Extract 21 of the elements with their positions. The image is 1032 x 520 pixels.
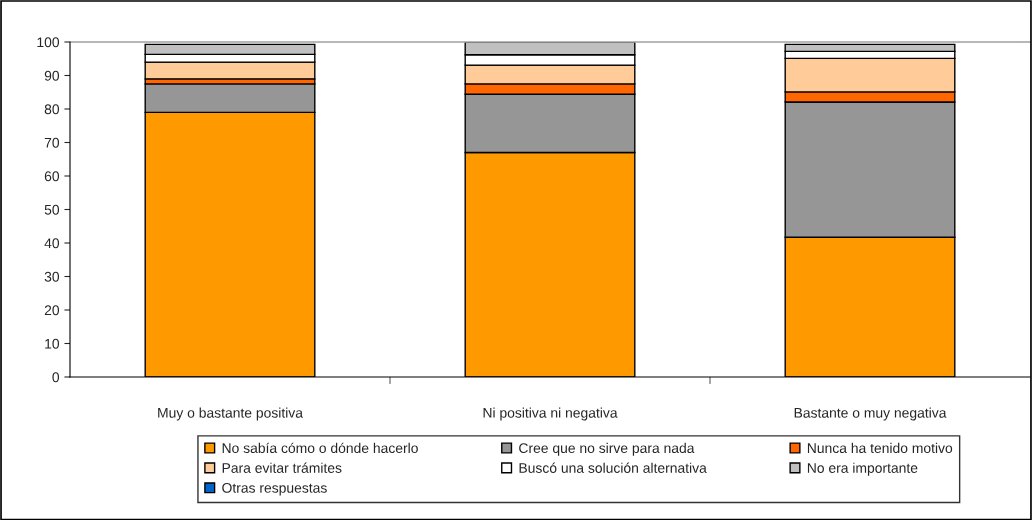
x-tick-label: Muy o bastante positiva bbox=[158, 407, 303, 421]
y-tick-label: 60 bbox=[44, 171, 60, 182]
y-tick-label: 70 bbox=[44, 137, 60, 148]
y-tick-label: 50 bbox=[44, 204, 60, 215]
y-tick-label: 80 bbox=[44, 104, 60, 115]
legend-label: No sabía cómo o dónde hacerlo bbox=[222, 442, 418, 454]
y-tick-label: 20 bbox=[44, 305, 60, 316]
legend-label: Para evitar trámites bbox=[222, 462, 342, 473]
x-tick-label: Ni positiva ni negativa bbox=[483, 407, 618, 421]
legend-label: Otras respuestas bbox=[222, 482, 327, 496]
legend-label: No era importante bbox=[807, 462, 918, 476]
y-tick-label: 0 bbox=[52, 372, 60, 383]
y-tick-label: 40 bbox=[44, 238, 60, 249]
x-tick-label: Bastante o muy negativa bbox=[794, 407, 947, 421]
y-tick-label: 100 bbox=[37, 37, 60, 48]
legend-label: Cree que no sirve para nada bbox=[519, 442, 695, 456]
y-tick-label: 30 bbox=[44, 271, 60, 282]
legend-label: Buscó una solución alternativa bbox=[519, 462, 707, 473]
legend-label: Nunca ha tenido motivo bbox=[807, 442, 953, 454]
y-tick-label: 10 bbox=[45, 338, 60, 349]
y-tick-label: 90 bbox=[44, 70, 60, 81]
